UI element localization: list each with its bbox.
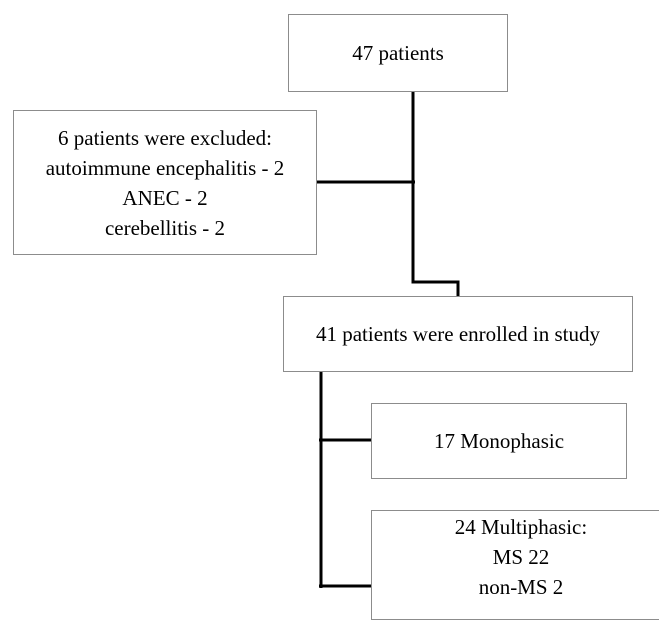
enrolled-patients-box: 41 patients were enrolled in study [283,296,633,372]
total-patients-box: 47 patients [288,14,508,92]
excluded-cerebellitis: cerebellitis - 2 [104,215,226,240]
multiphasic-non-ms: non-MS 2 [478,575,564,599]
total-patients-label: 47 patients [352,41,444,65]
connector-total-to-enrolled [411,92,460,296]
enrolled-patients-label: 41 patients were enrolled in study [315,322,600,346]
multiphasic-heading: 24 Multiphasic: [454,515,588,539]
excluded-autoimmune-encephalitis: autoimmune encephalitis - 2 [45,155,285,180]
multiphasic-box: 24 Multiphasic: MS 22 non-MS 2 [371,510,659,620]
multiphasic-ms: MS 22 [492,545,550,569]
excluded-patients-box: 6 patients were excluded: autoimmune enc… [13,110,317,255]
connector-lines [316,92,460,588]
monophasic-box: 17 Monophasic [371,403,627,479]
monophasic-label: 17 Monophasic [433,429,565,453]
excluded-anec: ANEC - 2 [122,185,208,210]
excluded-heading: 6 patients were excluded: [58,125,272,150]
